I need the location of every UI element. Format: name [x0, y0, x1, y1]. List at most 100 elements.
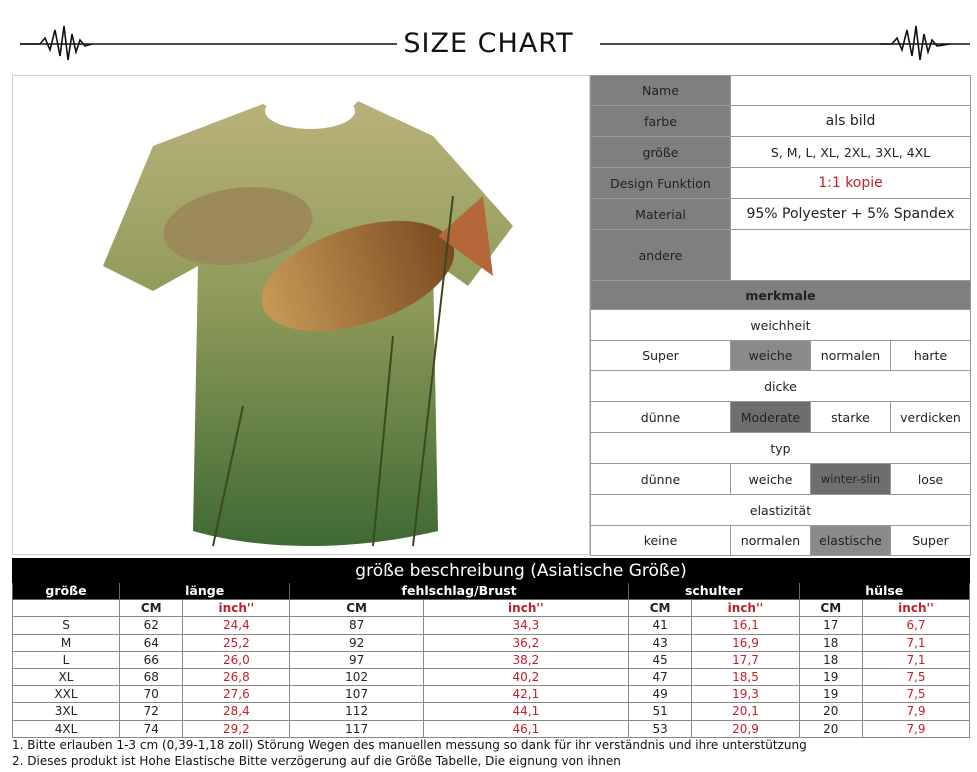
cm-cell: 107	[289, 685, 424, 704]
feature-option: dünne	[590, 463, 731, 495]
feature-option: weiche	[730, 463, 811, 495]
spec-label: andere	[590, 229, 731, 281]
size-cell: 4XL	[12, 719, 120, 738]
inch-cell: 7,5	[862, 685, 970, 704]
inch-cell: 16,9	[691, 633, 800, 652]
feature-option: Super	[590, 340, 731, 371]
col-header: hülse	[798, 581, 971, 601]
note: 2. Dieses produkt ist Hohe Elastische Bi…	[12, 754, 621, 768]
cm-cell: 97	[289, 650, 424, 669]
cm-cell: 41	[627, 616, 693, 635]
cm-cell: 47	[627, 667, 693, 687]
product-image	[12, 75, 590, 555]
feature-option: Super	[890, 525, 971, 556]
cm-cell: 51	[627, 702, 693, 721]
inch-cell: 7,9	[862, 702, 970, 721]
feature-option: lose	[890, 463, 971, 495]
unit-cm: CM	[627, 599, 693, 618]
cm-cell: 19	[798, 685, 864, 704]
product-spec-table: Name farbe als bild größe S, M, L, XL, 2XL…	[590, 75, 971, 556]
inch-cell: 40,2	[422, 667, 629, 687]
cm-cell: 87	[289, 616, 424, 635]
size-cell: L	[12, 650, 120, 669]
spec-value: 1:1 kopie	[730, 167, 971, 199]
spec-label: größe	[590, 136, 731, 168]
inch-cell: 42,1	[422, 685, 629, 704]
inch-cell: 7,9	[862, 719, 970, 738]
inch-cell: 25,2	[182, 633, 291, 652]
features-title: merkmale	[590, 280, 971, 310]
feature-option: dünne	[590, 401, 731, 433]
unit-inch: inch''	[422, 599, 629, 618]
note: 1. Bitte erlauben 1-3 cm (0,39-1,18 zoll…	[12, 738, 807, 752]
inch-cell: 26,8	[182, 667, 291, 687]
table-row: XL 68 26,8 102 40,2 47 18,5 19 7,5	[12, 667, 970, 687]
inch-cell: 19,3	[691, 685, 800, 704]
cm-cell: 64	[118, 633, 184, 652]
inch-cell: 18,5	[691, 667, 800, 687]
feature-option: verdicken	[890, 401, 971, 433]
feature-option: harte	[890, 340, 971, 371]
table-row: M 64 25,2 92 36,2 43 16,9 18 7,1	[12, 633, 970, 652]
inch-cell: 7,5	[862, 667, 970, 687]
feature-option-selected: Moderate	[730, 401, 811, 433]
cm-cell: 20	[798, 702, 864, 721]
inch-cell: 7,1	[862, 633, 970, 652]
inch-cell: 34,3	[422, 616, 629, 635]
feature-option-selected: elastische	[810, 525, 891, 556]
spec-value: 95% Polyester + 5% Spandex	[730, 198, 971, 230]
size-cell: 3XL	[12, 702, 120, 721]
cm-cell: 19	[798, 667, 864, 687]
feature-group-title: typ	[590, 432, 971, 464]
page-title: SIZE CHART	[397, 28, 580, 59]
cm-cell: 45	[627, 650, 693, 669]
inch-cell: 29,2	[182, 719, 291, 738]
table-row: L 66 26,0 97 38,2 45 17,7 18 7,1	[12, 650, 970, 669]
cm-cell: 72	[118, 702, 184, 721]
cm-cell: 112	[289, 702, 424, 721]
unit-cm: CM	[118, 599, 184, 618]
table-row: 3XL 72 28,4 112 44,1 51 20,1 20 7,9	[12, 702, 970, 721]
feature-group-title: elastizität	[590, 494, 971, 526]
size-table: größe beschreibung (Asiatische Größe) gr…	[12, 558, 971, 738]
inch-cell: 6,7	[862, 616, 970, 635]
feature-option: keine	[590, 525, 731, 556]
size-cell: M	[12, 633, 120, 652]
unit-cm: CM	[798, 599, 864, 618]
inch-cell: 16,1	[691, 616, 800, 635]
cm-cell: 18	[798, 650, 864, 669]
feature-group-title: weichheit	[590, 309, 971, 341]
fish-tshirt-image	[103, 93, 513, 547]
feature-option: normalen	[810, 340, 891, 371]
unit-cm: CM	[289, 599, 424, 618]
inch-cell: 20,9	[691, 719, 800, 738]
table-row: XXL 70 27,6 107 42,1 49 19,3 19 7,5	[12, 685, 970, 704]
feature-option: starke	[810, 401, 891, 433]
cm-cell: 74	[118, 719, 184, 738]
cm-cell: 18	[798, 633, 864, 652]
size-table-title: größe beschreibung (Asiatische Größe)	[12, 558, 970, 583]
inch-cell: 46,1	[422, 719, 629, 738]
cm-cell: 43	[627, 633, 693, 652]
inch-cell: 24,4	[182, 616, 291, 635]
col-header: schulter	[627, 581, 800, 601]
cm-cell: 117	[289, 719, 424, 738]
size-chart-header: SIZE CHART	[0, 0, 977, 75]
spec-value: S, M, L, XL, 2XL, 3XL, 4XL	[730, 136, 971, 168]
cm-cell: 70	[118, 685, 184, 704]
cm-cell: 62	[118, 616, 184, 635]
waveform-decoration-icon	[20, 25, 970, 61]
unit-blank	[12, 599, 120, 618]
spec-label: Design Funktion	[590, 167, 731, 199]
inch-cell: 26,0	[182, 650, 291, 669]
feature-group-title: dicke	[590, 370, 971, 402]
inch-cell: 36,2	[422, 633, 629, 652]
cm-cell: 53	[627, 719, 693, 738]
cm-cell: 92	[289, 633, 424, 652]
cm-cell: 17	[798, 616, 864, 635]
table-row: 4XL 74 29,2 117 46,1 53 20,9 20 7,9	[12, 719, 970, 738]
feature-option-selected: weiche	[730, 340, 811, 371]
inch-cell: 17,7	[691, 650, 800, 669]
size-cell: XL	[12, 667, 120, 687]
spec-value	[730, 75, 971, 106]
